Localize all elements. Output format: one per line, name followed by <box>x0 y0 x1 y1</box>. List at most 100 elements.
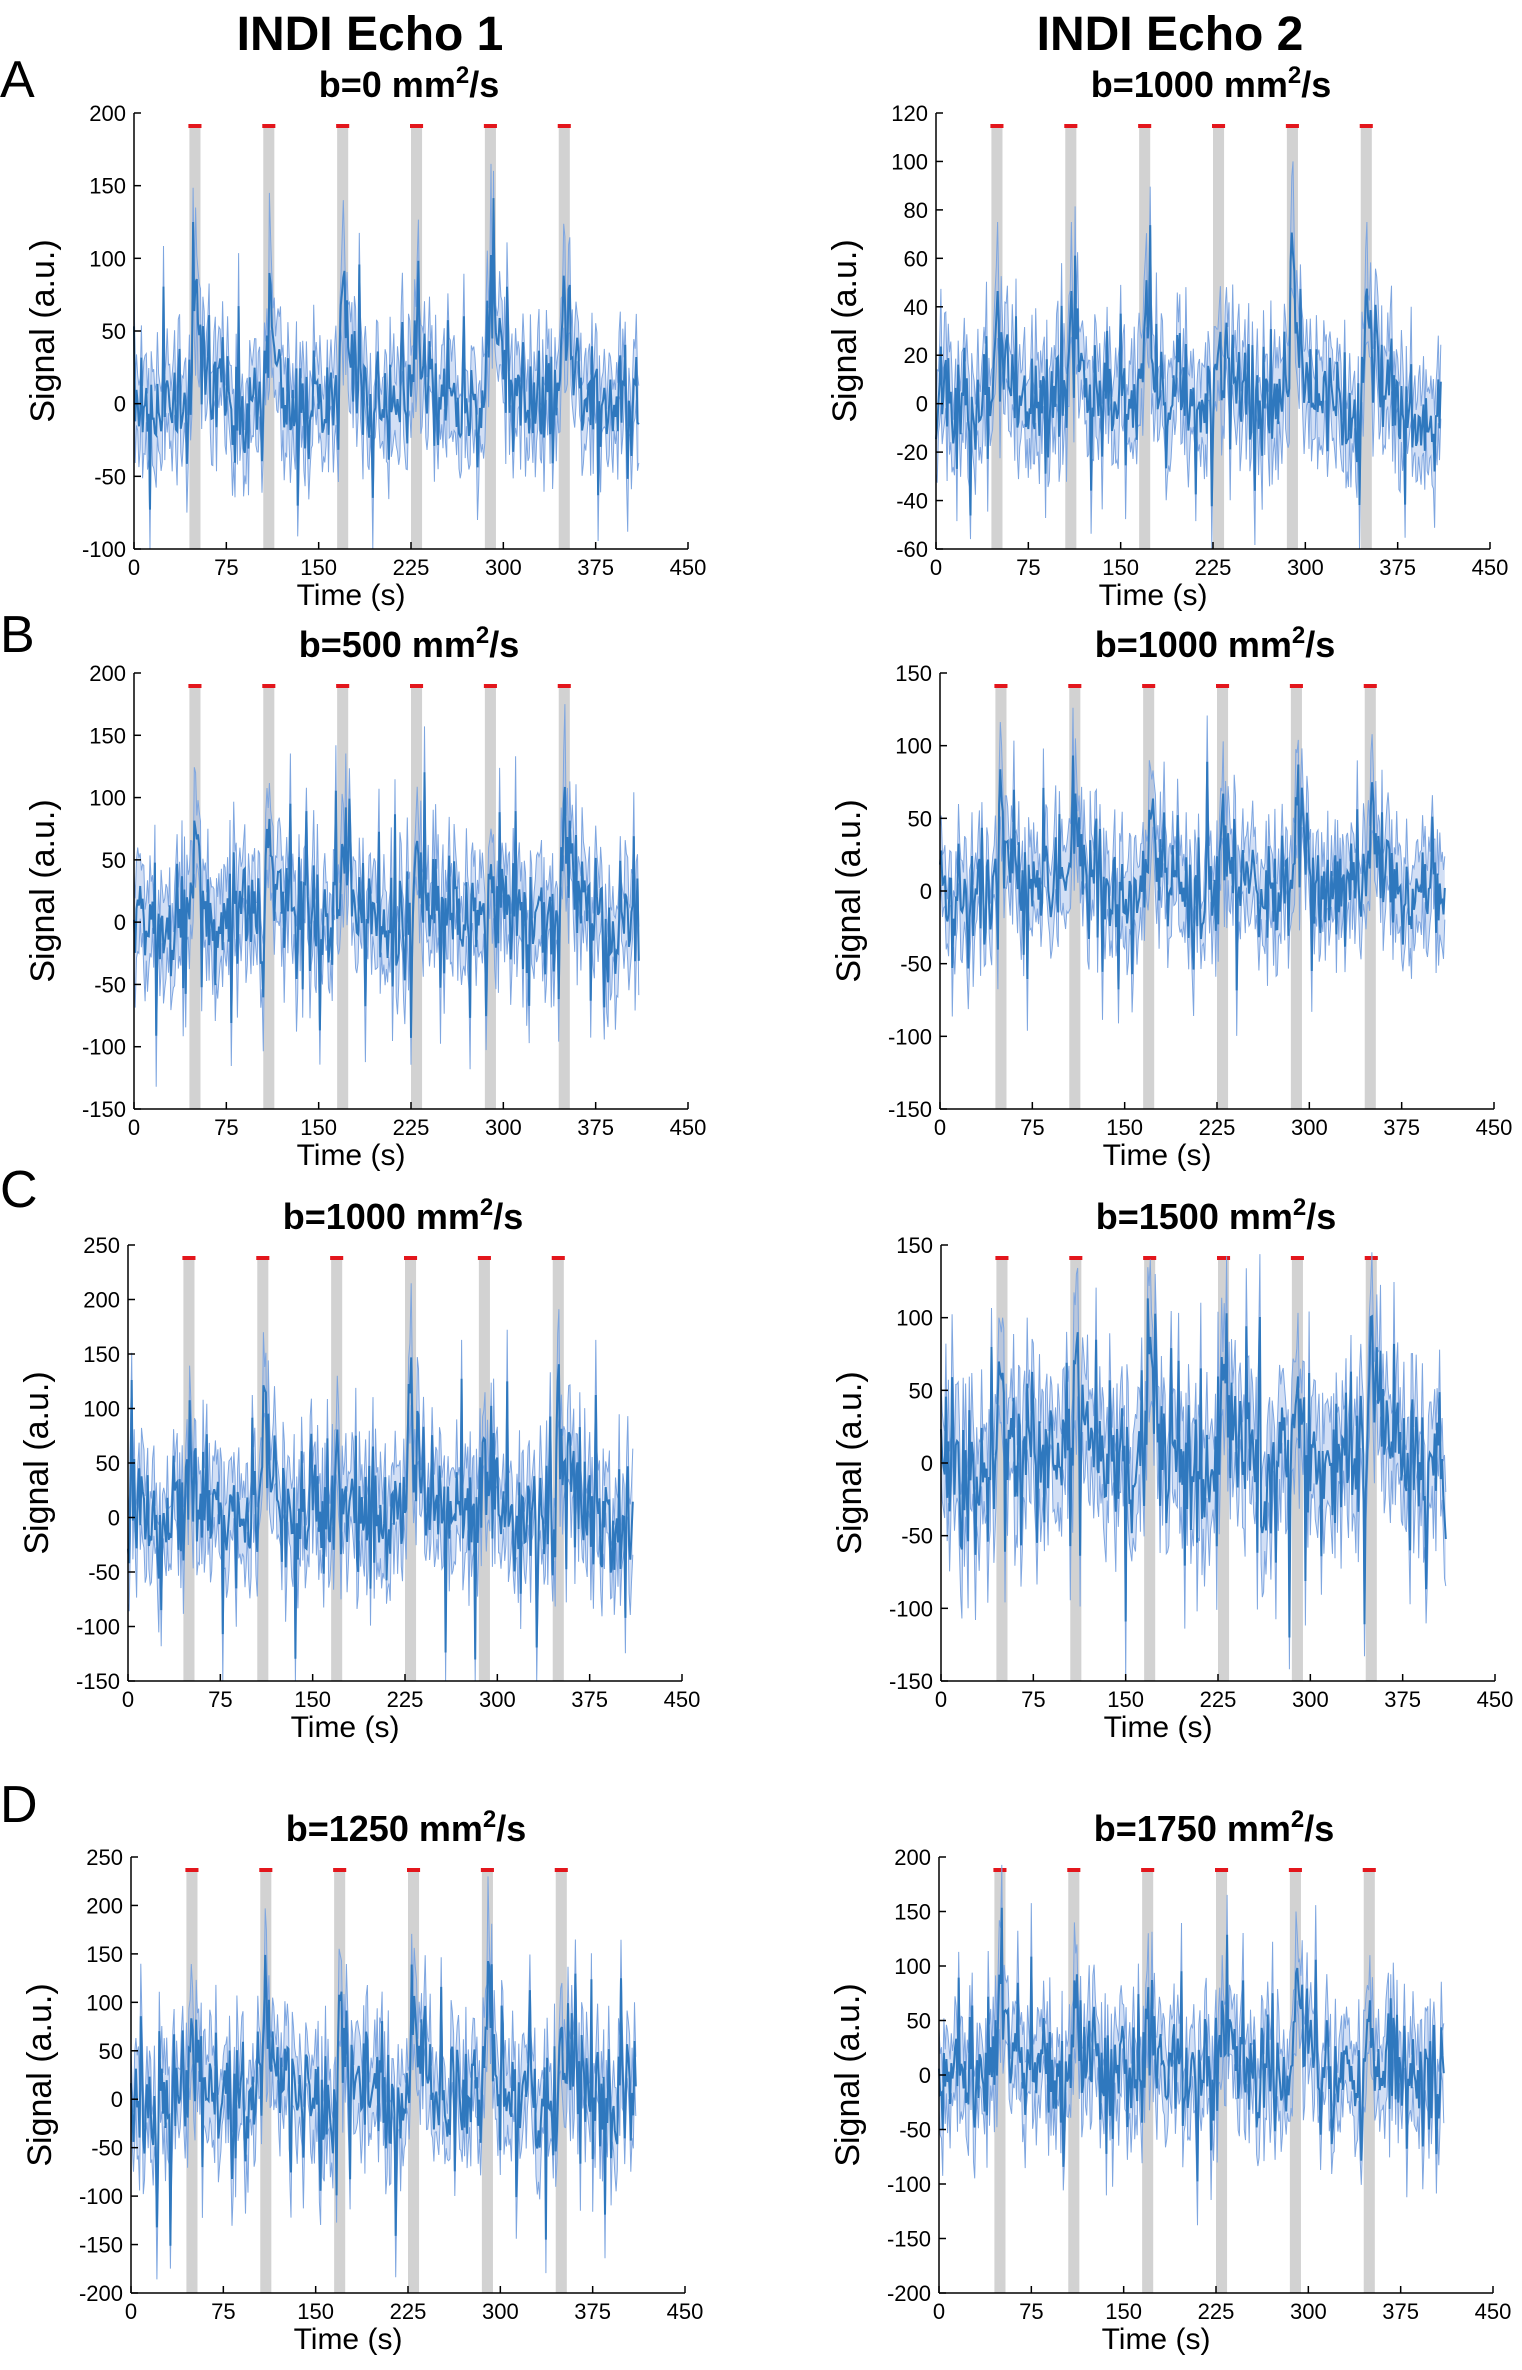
stimulus-block <box>1365 1257 1377 1681</box>
confidence-band <box>939 1864 1444 2226</box>
x-tick-label: 150 <box>297 2299 334 2324</box>
x-tick-label: 150 <box>294 1687 331 1712</box>
y-tick-label: 0 <box>916 392 928 417</box>
stimulus-block <box>1289 1869 1301 2293</box>
y-tick-label: -100 <box>889 1596 933 1621</box>
y-tick-label: 0 <box>108 1506 120 1531</box>
y-tick-label: 0 <box>111 2087 123 2112</box>
y-tick-label: -50 <box>94 464 126 489</box>
x-tick-label: 0 <box>935 1687 947 1712</box>
y-tick-label: -60 <box>896 537 928 562</box>
y-tick-label: -100 <box>82 537 126 562</box>
band-upper-line <box>938 1864 1445 2144</box>
y-tick-label: 0 <box>114 910 126 935</box>
x-tick-label: 450 <box>1475 2299 1512 2324</box>
y-tick-label: -50 <box>91 2136 123 2161</box>
y-tick-label: 150 <box>89 723 126 748</box>
y-tick-label: 120 <box>891 101 928 126</box>
chart-title-unit: /s <box>1306 1196 1336 1237</box>
y-tick-label: -50 <box>899 2118 931 2143</box>
chart-title-value: b=1000 mm <box>1091 64 1288 105</box>
stimulus-block <box>996 1257 1008 1681</box>
y-tick-label: 100 <box>89 786 126 811</box>
stimulus-block <box>1286 125 1298 549</box>
chart-title: b=1000 mm2/s <box>1095 622 1336 665</box>
x-tick-label: 225 <box>393 555 430 580</box>
band-upper-line <box>935 161 1442 492</box>
x-tick-label: 375 <box>1383 1115 1420 1140</box>
chart-title-exponent: 2 <box>476 622 489 649</box>
chart-title-value: b=1750 mm <box>1094 1808 1291 1849</box>
y-tick-label: 200 <box>894 1845 931 1870</box>
y-tick-label: 150 <box>894 1900 931 1925</box>
chart-title-value: b=1250 mm <box>286 1808 483 1849</box>
y-tick-label: -150 <box>82 1097 126 1122</box>
y-tick-label: 100 <box>894 1954 931 1979</box>
band-lower-line <box>938 1950 1445 2226</box>
row-label-c: C <box>0 1161 38 1219</box>
y-tick-label: -50 <box>900 952 932 977</box>
chart-panel-b2: -150 -100 -50 0 50 100 150 0 75 150 225 300 375 450 Ti… <box>830 622 1512 1172</box>
y-tick-label: -150 <box>79 2233 123 2258</box>
y-tick-label: 50 <box>102 319 126 344</box>
x-tick-label: 75 <box>1021 1687 1045 1712</box>
y-axis-label: Signal (a.u.) <box>18 1371 56 1554</box>
x-tick-label: 450 <box>1477 1687 1514 1712</box>
y-axis-label: Signal (a.u.) <box>830 799 868 982</box>
x-tick-label: 300 <box>485 555 522 580</box>
chart-panel-c1: -150 -100 -50 0 50 100 150 200 250 0 75 150 225 300 37… <box>18 1194 700 1744</box>
x-tick-label: 375 <box>571 1687 608 1712</box>
x-tick-label: 300 <box>1290 2299 1327 2324</box>
y-axis-label: Signal (a.u.) <box>831 1371 869 1554</box>
x-tick-label: 300 <box>1292 1687 1329 1712</box>
chart-title-exponent: 2 <box>1288 62 1301 89</box>
signal-line <box>940 1298 1447 1638</box>
x-tick-label: 225 <box>393 1115 430 1140</box>
stimulus-block <box>1065 125 1077 549</box>
x-axis-label: Time (s) <box>291 1711 400 1744</box>
y-tick-label: -50 <box>88 1560 120 1585</box>
chart-title-exponent: 2 <box>1293 1194 1306 1221</box>
chart-title-value: b=500 mm <box>299 624 476 665</box>
x-tick-label: 0 <box>930 555 942 580</box>
band-lower-line <box>940 1329 1447 1682</box>
y-axis-label: Signal (a.u.) <box>826 239 864 422</box>
y-tick-label: 200 <box>86 1893 123 1918</box>
chart-title: b=1000 mm2/s <box>283 1194 524 1237</box>
y-tick-label: -50 <box>94 972 126 997</box>
stimulus-block <box>1217 685 1229 1109</box>
x-tick-label: 375 <box>1382 2299 1419 2324</box>
chart-title-unit: /s <box>469 64 499 105</box>
x-tick-label: 300 <box>485 1115 522 1140</box>
x-axis-label: Time (s) <box>1102 2323 1211 2356</box>
chart-title-value: b=1500 mm <box>1096 1196 1293 1237</box>
y-tick-label: -150 <box>887 2227 931 2252</box>
signal-line <box>935 225 1442 516</box>
y-tick-label: 20 <box>904 343 928 368</box>
x-tick-label: 300 <box>1287 555 1324 580</box>
x-tick-label: 225 <box>1198 2299 1235 2324</box>
x-tick-label: 75 <box>1016 555 1040 580</box>
stimulus-block <box>189 685 201 1109</box>
y-tick-label: 100 <box>891 149 928 174</box>
x-axis-label: Time (s) <box>1099 579 1208 612</box>
column-title-echo-2: INDI Echo 2 <box>1036 8 1304 61</box>
y-tick-label: -100 <box>888 1024 932 1049</box>
x-tick-label: 75 <box>214 555 238 580</box>
x-tick-label: 450 <box>664 1687 701 1712</box>
y-tick-label: 100 <box>86 1990 123 2015</box>
stimulus-block <box>552 1257 564 1681</box>
y-tick-label: 200 <box>83 1288 120 1313</box>
x-tick-label: 0 <box>934 1115 946 1140</box>
column-title-echo-1: INDI Echo 1 <box>236 8 504 61</box>
x-tick-label: 225 <box>1199 1115 1236 1140</box>
row-label-a: A <box>0 51 35 109</box>
x-axis-label: Time (s) <box>294 2323 403 2356</box>
stimulus-block <box>189 125 201 549</box>
x-axis-label: Time (s) <box>297 579 406 612</box>
x-tick-label: 75 <box>208 1687 232 1712</box>
x-tick-label: 150 <box>1107 1687 1144 1712</box>
chart-title-unit: /s <box>496 1808 526 1849</box>
chart-title-value: b=0 mm <box>319 64 456 105</box>
stimulus-block <box>263 685 275 1109</box>
